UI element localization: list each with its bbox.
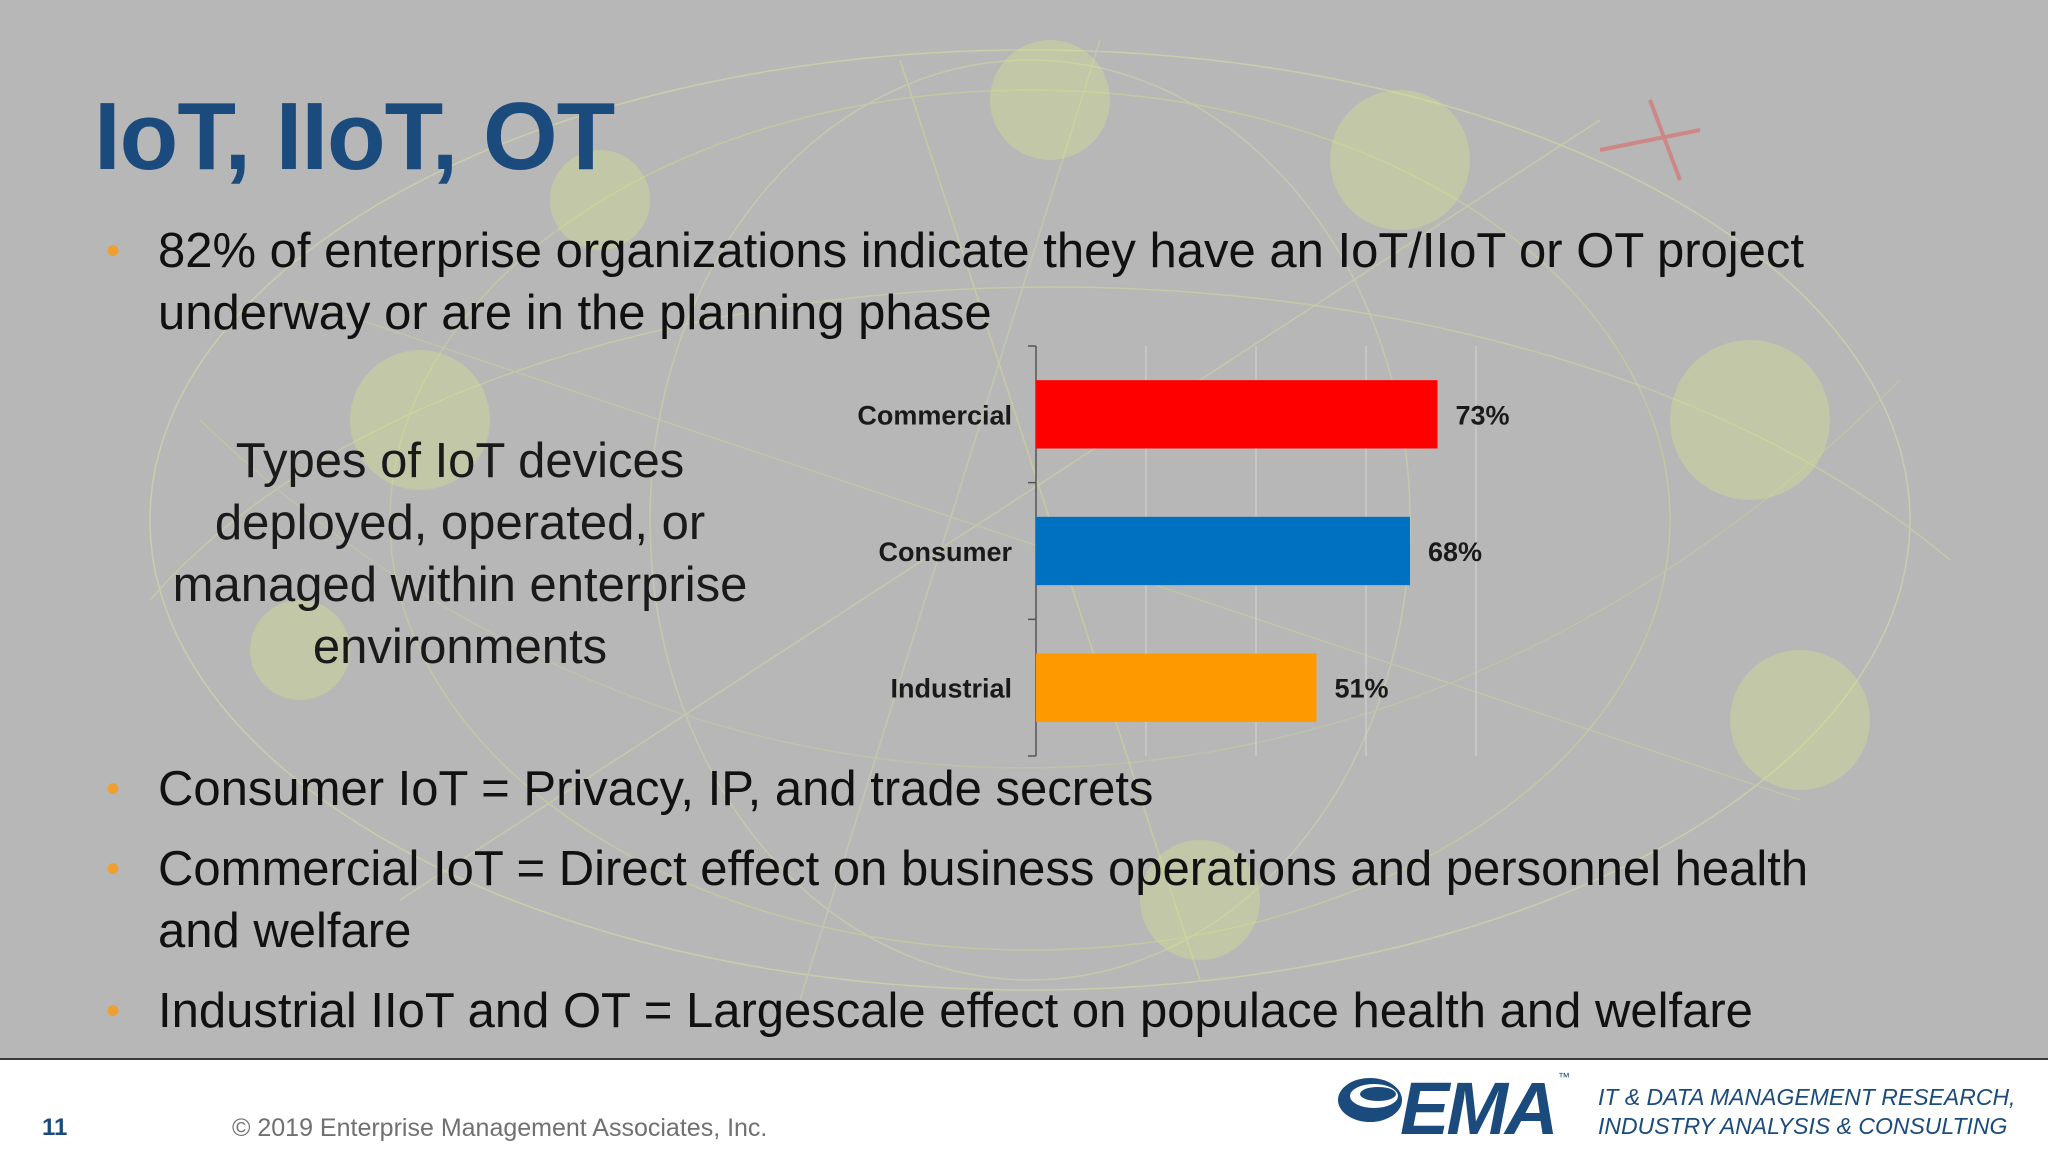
bullet-marker: • (106, 989, 121, 1033)
iot-device-types-bar-chart: Commercial 73% Consumer 68% Industrial 51% (857, 345, 1510, 757)
data-label: 51% (1335, 674, 1389, 704)
bullet-text: Consumer IoT = Privacy, IP, and trade se… (158, 762, 1154, 816)
bullet-text: and welfare (158, 904, 412, 958)
ema-swoosh-icon (1338, 1078, 1402, 1122)
data-label: 68% (1428, 537, 1482, 567)
copyright-notice: © 2019 Enterprise Management Associates,… (232, 1114, 768, 1142)
bar-industrial (1036, 653, 1317, 722)
category-label: Industrial (890, 674, 1012, 704)
bar-commercial (1036, 380, 1438, 449)
caption-line: managed within enterprise (172, 558, 748, 612)
category-label: Commercial (857, 400, 1012, 430)
category-label: Consumer (878, 537, 1012, 567)
bullet-text: underway or are in the planning phase (158, 286, 992, 340)
bar-consumer (1036, 516, 1410, 586)
bullet-text: 82% of enterprise organizations indicate… (158, 224, 1805, 278)
bullet-marker: • (106, 847, 121, 891)
footer-divider (0, 1058, 2048, 1060)
bullet-marker: • (106, 767, 121, 811)
bullet-text: Industrial IIoT and OT = Largescale effe… (158, 984, 1753, 1038)
tagline-line: IT & DATA MANAGEMENT RESEARCH, (1598, 1084, 2016, 1110)
bullet-marker: • (106, 229, 121, 273)
company-tagline: IT & DATA MANAGEMENT RESEARCH, INDUSTRY … (1598, 1083, 2015, 1141)
page-number: 11 (42, 1114, 68, 1141)
chart-side-caption: Types of IoT devices deployed, operated,… (150, 430, 770, 678)
caption-line: Types of IoT devices (235, 434, 685, 488)
tagline-line: INDUSTRY ANALYSIS & CONSULTING (1598, 1113, 2008, 1139)
bullet-text: Commercial IoT = Direct effect on busine… (158, 842, 1809, 896)
network-background-graphic (149, 39, 1951, 1001)
logo-trademark: ™ (1558, 1070, 1570, 1084)
data-label: 73% (1456, 400, 1510, 430)
ema-logo: EMA ™ (1330, 1060, 1580, 1150)
slide-background (0, 0, 2048, 1058)
caption-line: deployed, operated, or (214, 496, 706, 550)
slide-title: IoT, IIoT, OT (94, 83, 615, 190)
caption-line: environments (312, 620, 608, 674)
logo-wordmark: EMA (1400, 1067, 1558, 1150)
